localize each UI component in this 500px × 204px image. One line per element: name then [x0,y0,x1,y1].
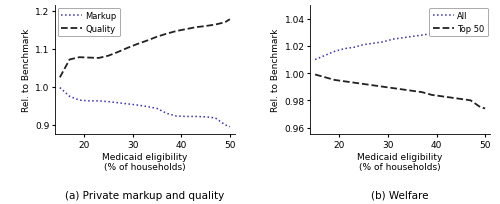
Markup [115,102,121,104]
Markup [86,100,92,103]
Top 50 [322,76,328,79]
All [332,51,338,53]
Top 50 [342,81,347,83]
Markup [66,96,72,98]
Quality [202,26,208,28]
Quality [154,36,160,39]
Top 50 [438,95,444,98]
Top 50 [410,90,416,93]
Markup [134,104,140,107]
Line: Quality: Quality [60,20,230,78]
Markup [227,126,233,128]
Markup [96,100,102,103]
All [322,55,328,57]
Top 50 [478,106,484,109]
All [419,35,425,37]
Line: All: All [315,29,485,60]
Markup [57,87,63,89]
Top 50 [351,82,357,84]
Quality [106,55,112,58]
Top 50 [370,85,376,87]
Quality [193,27,199,29]
All [468,31,473,33]
Quality [227,19,233,21]
Top 50 [448,97,454,99]
Top 50 [458,98,464,101]
Markup [164,113,170,115]
All [458,31,464,33]
Quality [76,57,82,59]
Quality [222,22,228,24]
Quality [183,29,189,31]
Top 50 [419,91,425,94]
Y-axis label: Rel. to Benchmark: Rel. to Benchmark [272,29,280,112]
Markup [174,115,180,118]
Top 50 [482,108,488,110]
Quality [115,51,121,54]
Top 50 [380,86,386,89]
Legend: Markup, Quality: Markup, Quality [58,9,120,37]
All [380,41,386,44]
Markup [202,116,208,119]
Text: (b) Welfare: (b) Welfare [372,190,429,200]
Top 50 [312,74,318,76]
Quality [96,58,102,60]
Top 50 [428,94,434,97]
X-axis label: Medicaid eligibility
(% of households): Medicaid eligibility (% of households) [358,152,443,171]
All [482,28,488,30]
Markup [144,106,150,108]
Quality [66,59,72,61]
Top 50 [332,79,338,82]
Markup [183,116,189,118]
All [400,37,406,40]
All [448,32,454,34]
Markup [222,124,228,126]
Top 50 [390,88,396,90]
All [351,47,357,49]
All [360,44,366,47]
Quality [86,57,92,60]
Quality [174,31,180,33]
Quality [144,40,150,42]
Quality [164,33,170,36]
Top 50 [468,100,473,102]
Quality [125,47,131,50]
All [428,33,434,36]
All [342,48,347,51]
All [478,29,484,32]
Quality [57,77,63,79]
Quality [212,24,218,27]
Line: Markup: Markup [60,88,230,127]
Markup [125,103,131,106]
Quality [134,43,140,46]
Legend: All, Top 50: All, Top 50 [430,9,488,37]
X-axis label: Medicaid eligibility
(% of households): Medicaid eligibility (% of households) [102,152,188,171]
Markup [154,108,160,110]
Markup [76,99,82,102]
Top 50 [360,83,366,86]
Markup [193,116,199,118]
All [390,39,396,41]
Markup [212,117,218,120]
Y-axis label: Rel. to Benchmark: Rel. to Benchmark [22,29,31,112]
All [370,43,376,45]
Top 50 [400,89,406,91]
All [312,59,318,61]
Markup [106,101,112,103]
All [438,32,444,34]
All [410,36,416,39]
Text: (a) Private markup and quality: (a) Private markup and quality [66,190,224,200]
Line: Top 50: Top 50 [315,75,485,109]
